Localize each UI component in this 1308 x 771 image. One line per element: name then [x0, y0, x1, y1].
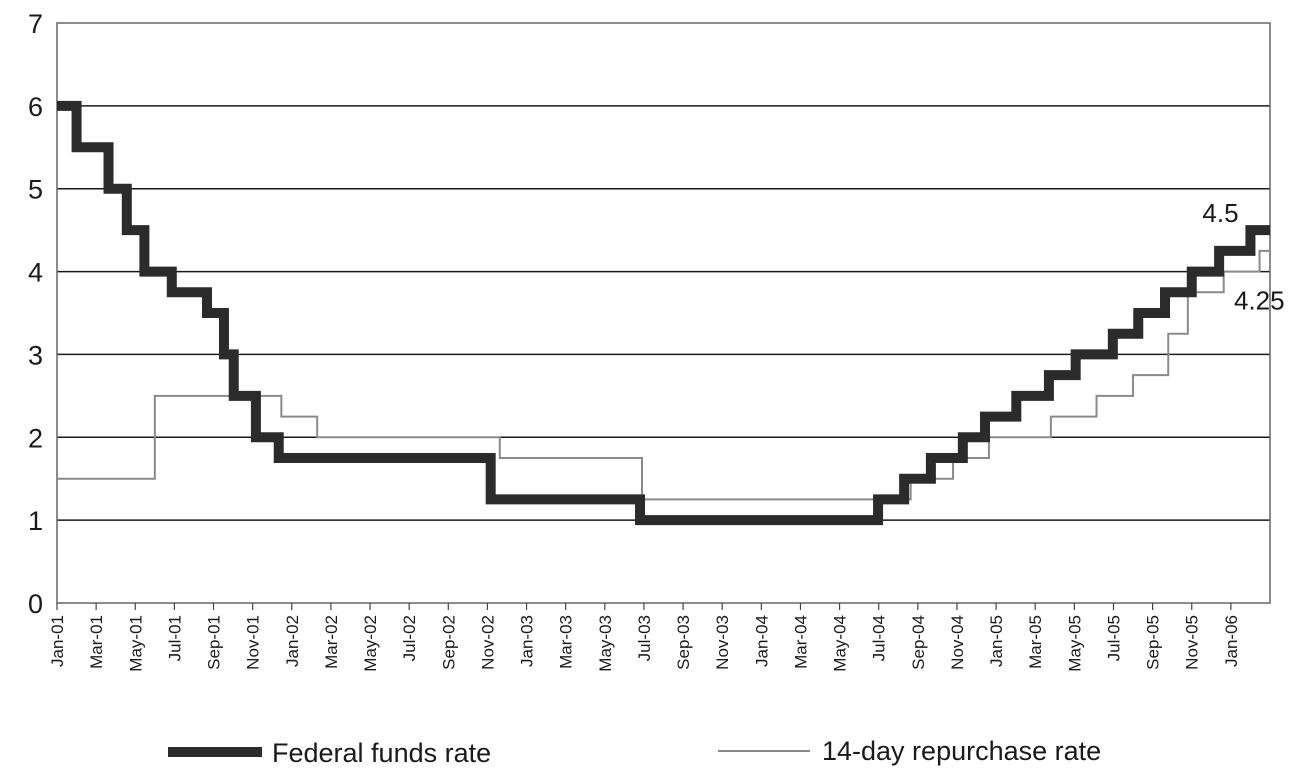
y-axis: 0 1 2 3 4 5 6 7 — [28, 9, 43, 619]
y-tick-label: 1 — [28, 506, 43, 536]
x-tick-label: Jan-05 — [987, 615, 1006, 667]
repurchase-rate-line — [57, 249, 1270, 501]
federal-funds-rate-line — [57, 100, 1270, 526]
x-tick-label: Jan-06 — [1222, 615, 1241, 667]
x-tick-label: Jul-05 — [1104, 615, 1123, 661]
x-tick-label: Jul-02 — [400, 615, 419, 661]
x-tick-label: Jul-03 — [635, 615, 654, 661]
x-tick-label: Mar-05 — [1026, 615, 1045, 669]
x-tick-label: Mar-02 — [322, 615, 341, 669]
legend-label-federal-funds-rate: Federal funds rate — [272, 738, 491, 768]
annotations: 4.5 4.25 — [1202, 198, 1284, 315]
x-tick-label: Nov-01 — [244, 615, 263, 670]
x-tick-label: Jul-01 — [165, 615, 184, 661]
plot-area-frame — [56, 22, 1271, 604]
y-tick-label: 2 — [28, 423, 43, 453]
x-tick-label: Mar-01 — [87, 615, 106, 669]
x-tick-label: Jan-04 — [752, 615, 771, 667]
x-tick-label: May-04 — [831, 615, 850, 672]
x-tick-label: Mar-04 — [791, 615, 810, 669]
x-tick-label: Nov-05 — [1183, 615, 1202, 670]
y-tick-label: 3 — [28, 340, 43, 370]
x-axis: Jan-01 Mar-01 May-01 Jul-01 Sep-01 Nov-01 Jan-… — [48, 603, 1241, 672]
y-tick-label: 0 — [28, 589, 43, 619]
y-tick-label: 7 — [28, 9, 43, 39]
x-tick-label: Jan-03 — [518, 615, 537, 667]
y-tick-label: 4 — [28, 258, 43, 288]
x-tick-label: Sep-05 — [1144, 615, 1163, 670]
y-tick-label: 6 — [28, 92, 43, 122]
x-tick-label: Nov-04 — [948, 615, 967, 670]
x-tick-label: May-03 — [596, 615, 615, 672]
legend-label-repurchase-rate: 14-day repurchase rate — [822, 736, 1101, 766]
x-tick-label: May-05 — [1065, 615, 1084, 672]
x-tick-label: Jan-02 — [283, 615, 302, 667]
legend: Federal funds rate 14-day repurchase rat… — [168, 736, 1101, 768]
series-lines — [57, 100, 1270, 526]
x-tick-label: May-02 — [361, 615, 380, 672]
x-tick-label: Sep-01 — [205, 615, 224, 670]
x-tick-label: May-01 — [126, 615, 145, 672]
x-tick-label: Nov-03 — [713, 615, 732, 670]
x-tick-label: Jul-04 — [870, 615, 889, 661]
x-tick-label: Sep-04 — [909, 615, 928, 670]
x-tick-label: Jan-01 — [48, 615, 67, 667]
y-tick-label: 5 — [28, 175, 43, 205]
x-tick-label: Sep-02 — [439, 615, 458, 670]
x-tick-label: Nov-02 — [478, 615, 497, 670]
x-tick-label: Mar-03 — [557, 615, 576, 669]
x-tick-label: Sep-03 — [674, 615, 693, 670]
value-annotation: 4.5 — [1202, 198, 1238, 228]
value-annotation: 4.25 — [1234, 286, 1285, 316]
gridlines — [57, 105, 1270, 521]
